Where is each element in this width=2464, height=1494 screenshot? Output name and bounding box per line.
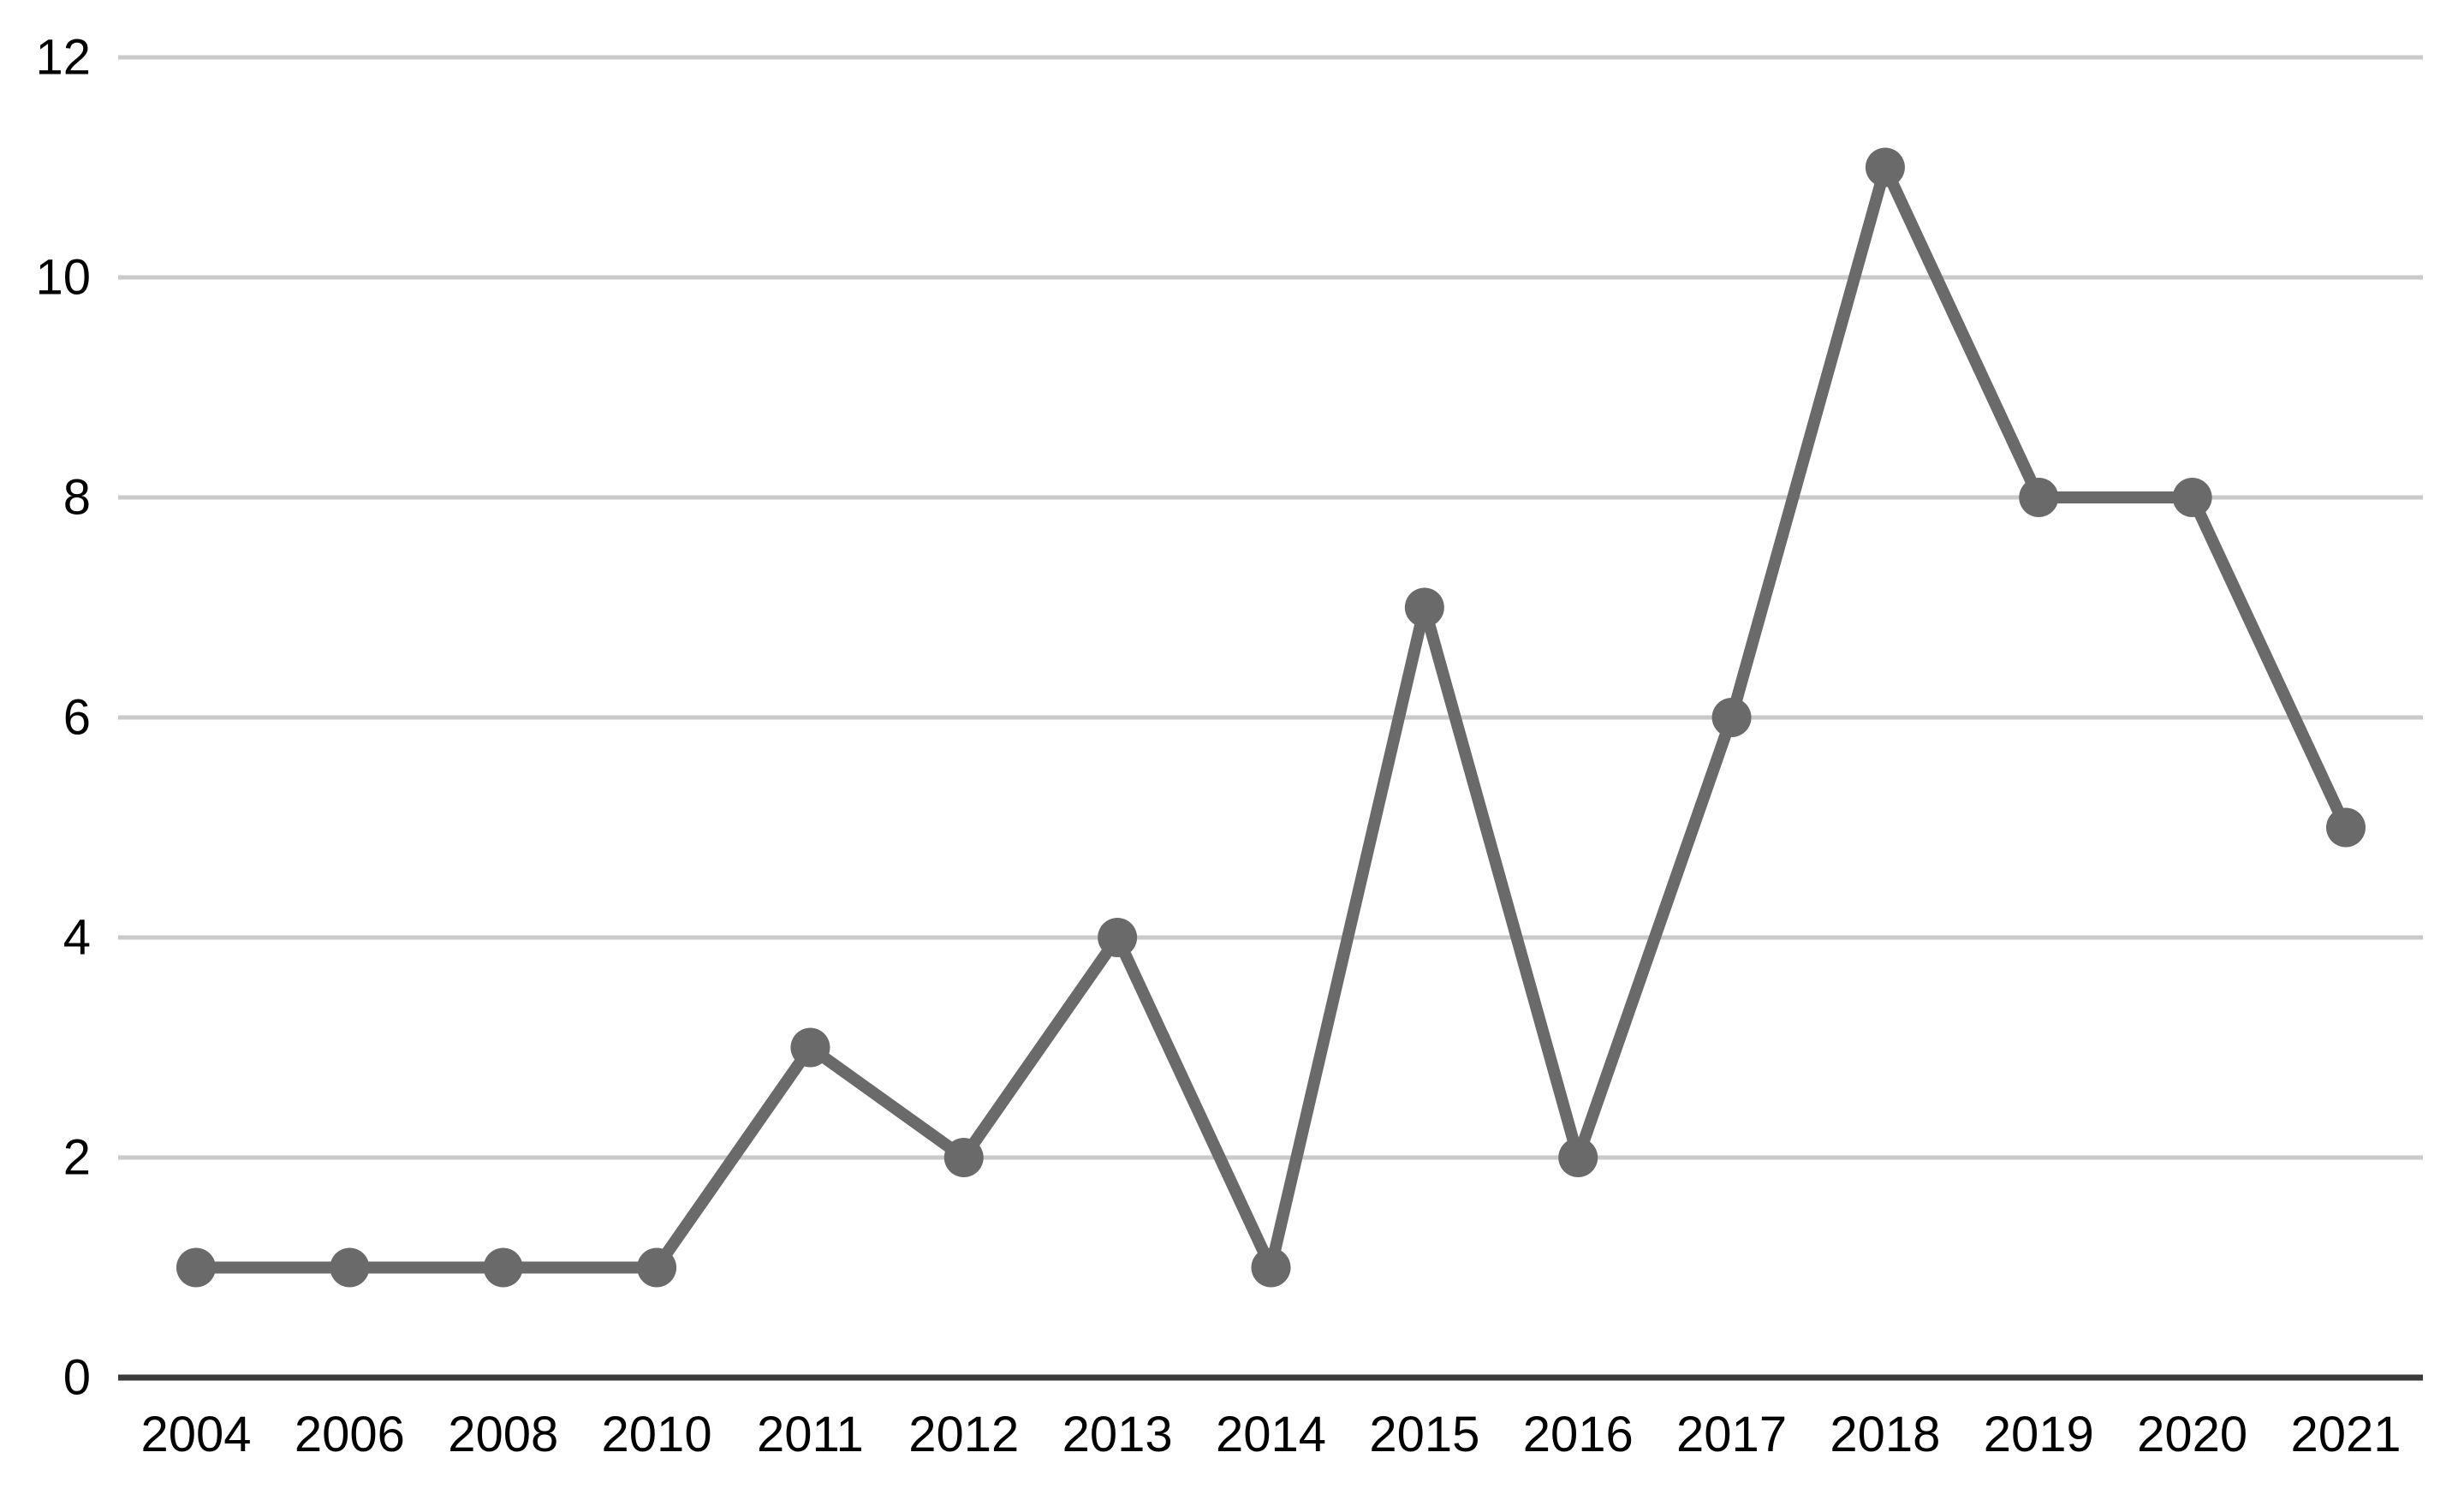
data-point-marker-2012 [943, 1138, 984, 1177]
data-point-marker-2016 [1558, 1138, 1598, 1177]
gridlines-group [118, 55, 2423, 1160]
data-point-marker-2011 [790, 1027, 830, 1068]
x-axis-tick-label-2012: 2012 [908, 1407, 1019, 1462]
data-point-marker-2008 [483, 1247, 523, 1288]
x-axis-tick-label-2011: 2011 [757, 1407, 864, 1462]
x-axis-tick-label-2019: 2019 [1984, 1407, 2094, 1462]
data-point-marker-2010 [637, 1247, 677, 1288]
y-axis-tick-label-0: 0 [63, 1350, 91, 1406]
x-axis-tick-label-2016: 2016 [1523, 1407, 1634, 1462]
data-point-marker-2015 [1404, 587, 1444, 628]
x-axis-tick-label-2017: 2017 [1676, 1407, 1787, 1462]
x-axis-tick-label-2010: 2010 [602, 1407, 712, 1462]
x-axis-tick-label-2018: 2018 [1830, 1407, 1940, 1462]
x-axis-tick-label-2008: 2008 [448, 1407, 558, 1462]
y-axis-tick-label-6: 6 [63, 690, 91, 746]
data-point-marker-2021 [2326, 807, 2366, 848]
y-axis-tick-label-12: 12 [35, 30, 91, 86]
x-axis-tick-label-2021: 2021 [2290, 1407, 2401, 1462]
tick-labels-group: 0 2 4 6 8 10 12 2004 2006 2008 2010 2011 2012 2013 201… [35, 30, 2401, 1463]
x-axis-tick-label-2004: 2004 [140, 1407, 251, 1462]
x-axis-tick-label-2006: 2006 [295, 1407, 405, 1462]
data-point-marker-2014 [1251, 1247, 1291, 1288]
x-axis-tick-label-2015: 2015 [1369, 1407, 1479, 1462]
data-point-marker-2018 [1865, 147, 1905, 187]
data-point-marker-2017 [1711, 698, 1752, 737]
data-point-marker-2004 [176, 1247, 216, 1288]
data-point-marker-2006 [330, 1247, 370, 1288]
y-axis-tick-label-2: 2 [63, 1130, 91, 1186]
y-axis-tick-label-4: 4 [63, 910, 91, 966]
x-axis-tick-label-2014: 2014 [1216, 1407, 1326, 1462]
y-axis-tick-label-8: 8 [63, 470, 91, 526]
series-group [176, 147, 2366, 1288]
data-point-marker-2019 [2019, 478, 2059, 517]
x-axis-tick-label-2013: 2013 [1062, 1407, 1173, 1462]
data-point-marker-2020 [2172, 478, 2212, 517]
data-point-marker-2013 [1098, 918, 1138, 957]
y-axis-tick-label-10: 10 [35, 250, 91, 306]
x-axis-tick-label-2020: 2020 [2137, 1407, 2247, 1462]
